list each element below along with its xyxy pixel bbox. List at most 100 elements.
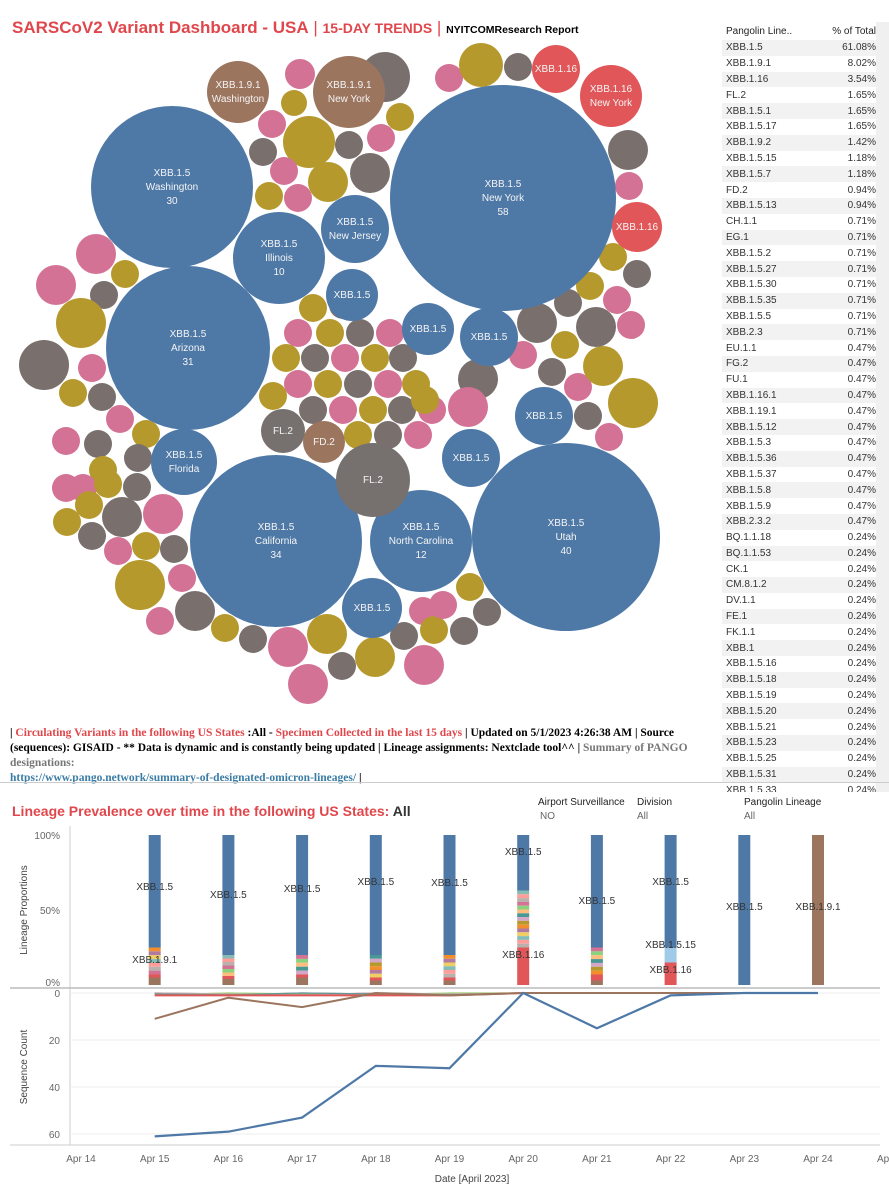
variant-bubble[interactable]: FL.2 — [336, 443, 410, 517]
stacked-bar[interactable] — [517, 835, 530, 985]
variant-bubble[interactable]: XBB.1.5 New Jersey — [321, 195, 389, 263]
table-row[interactable]: XBB.1.9.2 1.42% — [722, 134, 876, 151]
table-scrollbar[interactable] — [876, 22, 889, 792]
variant-bubble[interactable]: XBB.1.9.1 New York — [313, 56, 385, 128]
table-row[interactable]: XBB.1.5 61.08% — [722, 40, 876, 56]
column-header-percent[interactable]: % of Total — [832, 25, 876, 37]
variant-bubble-chart[interactable]: XBB.1.5 New York 58 XBB.1.5 Utah 40 XBB.1.5 Cal… — [0, 36, 710, 716]
table-row[interactable]: XBB.1 0.24% — [722, 640, 876, 657]
variant-bubble[interactable]: XBB.1.5 — [402, 303, 454, 355]
stacked-bar[interactable] — [590, 835, 603, 985]
series-line-xbb-1-5[interactable] — [154, 991, 818, 1138]
filter-lineage-value[interactable]: All — [744, 811, 756, 822]
table-row[interactable]: XBB.1.5.37 0.47% — [722, 467, 876, 483]
table-row[interactable]: XBB.1.5.23 0.24% — [722, 735, 876, 751]
info-text-part: :All - — [244, 727, 276, 739]
table-row[interactable]: BQ.1.1.53 0.24% — [722, 545, 876, 562]
variant-bubble[interactable]: XBB.1.16 — [532, 45, 580, 93]
stacked-bar[interactable] — [738, 835, 751, 985]
table-row[interactable]: XBB.1.5.20 0.24% — [722, 703, 876, 720]
variant-bubble[interactable]: XBB.1.5 California 34 — [190, 455, 362, 627]
variant-bubble[interactable]: XBB.1.16 New York — [580, 65, 642, 127]
table-row[interactable]: FG.2 0.47% — [722, 355, 876, 372]
table-row[interactable]: XBB.1.5.7 1.18% — [722, 166, 876, 183]
variant-bubble[interactable]: XBB.1.5 — [515, 387, 573, 445]
bubble-circle — [190, 455, 362, 627]
filter-airport-value[interactable]: NO — [540, 811, 555, 822]
table-row[interactable]: XBB.1.5.30 0.71% — [722, 277, 876, 293]
lineage-percent: 1.18% — [847, 168, 876, 180]
table-row[interactable]: XBB.1.5.19 0.24% — [722, 688, 876, 704]
table-row[interactable]: FK.1.1 0.24% — [722, 624, 876, 640]
table-row[interactable]: XBB.1.5.35 0.71% — [722, 292, 876, 309]
variant-bubble[interactable]: XBB.1.5 — [460, 308, 518, 366]
stacked-bar[interactable] — [812, 835, 824, 985]
table-row[interactable]: EG.1 0.71% — [722, 229, 876, 246]
table-row[interactable]: EU.1.1 0.47% — [722, 340, 876, 356]
column-header-lineage[interactable]: Pangolin Line.. — [726, 25, 793, 37]
variant-bubble[interactable]: XBB.1.5 — [326, 269, 378, 321]
variant-bubble[interactable]: XBB.1.5 Florida — [151, 429, 217, 495]
table-row[interactable]: XBB.1.5.31 0.24% — [722, 766, 876, 783]
table-row[interactable]: XBB.1.5.18 0.24% — [722, 671, 876, 688]
filter-division-value[interactable]: All — [637, 811, 649, 822]
table-row[interactable]: XBB.1.5.16 0.24% — [722, 656, 876, 672]
stacked-bar[interactable] — [443, 835, 456, 985]
table-row[interactable]: FU.1 0.47% — [722, 372, 876, 388]
variant-bubble[interactable]: FL.2 — [261, 409, 305, 453]
stacked-bar[interactable] — [222, 835, 235, 985]
variant-bubble[interactable]: FD.2 — [303, 421, 345, 463]
table-row[interactable]: XBB.1.5.2 0.71% — [722, 245, 876, 261]
table-row[interactable]: XBB.1.5.3 0.47% — [722, 435, 876, 451]
table-row[interactable]: XBB.1.19.1 0.47% — [722, 403, 876, 419]
table-row[interactable]: XBB.1.5.15 1.18% — [722, 151, 876, 167]
table-row[interactable]: FL.2 1.65% — [722, 87, 876, 103]
table-row[interactable]: XBB.1.5.36 0.47% — [722, 450, 876, 467]
table-row[interactable]: FE.1 0.24% — [722, 608, 876, 625]
variant-bubble[interactable]: XBB.1.5 North Carolina 12 — [370, 490, 472, 592]
table-row[interactable]: BQ.1.1.18 0.24% — [722, 530, 876, 546]
table-row[interactable]: XBB.1.5.1 1.65% — [722, 103, 876, 119]
table-row[interactable]: XBB.2.3 0.71% — [722, 324, 876, 341]
series-line-xbb-1-9-1[interactable] — [154, 991, 818, 1020]
table-row[interactable]: DV.1.1 0.24% — [722, 593, 876, 609]
variant-bubble[interactable]: XBB.1.5 Utah 40 — [472, 443, 660, 631]
table-row[interactable]: XBB.1.5.5 0.71% — [722, 309, 876, 325]
prevalence-charts[interactable]: 100% 50% 0% Lineage Proportions XBB.1.5 XBB.1… — [0, 826, 889, 1196]
variant-bubble[interactable]: XBB.1.5 — [442, 429, 500, 487]
table-row[interactable]: CH.1.1 0.71% — [722, 214, 876, 230]
pango-link[interactable]: https://www.pango.network/summary-of-des… — [10, 772, 357, 784]
variant-bubble[interactable]: XBB.1.5 Arizona 31 — [106, 266, 270, 430]
variant-bubble[interactable]: XBB.1.16 — [612, 202, 662, 252]
variant-bubble[interactable]: XBB.1.5 Illinois 10 — [233, 212, 325, 304]
lineage-percent: 0.71% — [847, 231, 876, 243]
stacked-bar[interactable] — [369, 835, 382, 985]
variant-bubble[interactable]: XBB.1.5 — [342, 578, 402, 638]
lineage-name: XBB.1.5.36 — [726, 453, 777, 465]
table-row[interactable]: XBB.1.5.9 0.47% — [722, 498, 876, 514]
table-row[interactable]: XBB.1.5.21 0.24% — [722, 719, 876, 735]
table-row[interactable]: XBB.1.5.8 0.47% — [722, 482, 876, 499]
table-row[interactable]: FD.2 0.94% — [722, 182, 876, 198]
table-row[interactable]: XBB.1.5.17 1.65% — [722, 119, 876, 135]
table-row[interactable]: XBB.1.5.33 0.24% — [722, 782, 876, 792]
table-row[interactable]: XBB.1.9.1 8.02% — [722, 56, 876, 72]
bar-segment — [222, 955, 235, 959]
lineage-percent: 0.47% — [847, 437, 876, 449]
table-row[interactable]: XBB.1.5.12 0.47% — [722, 419, 876, 435]
table-row[interactable]: XBB.2.3.2 0.47% — [722, 513, 876, 530]
stacked-bar[interactable] — [148, 835, 161, 985]
table-row[interactable]: CK.1 0.24% — [722, 561, 876, 577]
table-row[interactable]: XBB.1.5.13 0.94% — [722, 197, 876, 214]
lineage-table[interactable]: Pangolin Line.. % of Total XBB.1.5 61.08%… — [722, 22, 877, 792]
stacked-bar[interactable] — [296, 835, 309, 985]
table-row[interactable]: XBB.1.16 3.54% — [722, 71, 876, 88]
variant-bubble[interactable]: XBB.1.5 Washington 30 — [91, 106, 253, 268]
variant-bubble[interactable]: XBB.1.5 New York 58 — [390, 85, 616, 311]
stacked-bar[interactable] — [664, 835, 677, 985]
table-row[interactable]: XBB.1.5.27 0.71% — [722, 261, 876, 277]
table-row[interactable]: XBB.1.16.1 0.47% — [722, 387, 876, 404]
table-row[interactable]: XBB.1.5.25 0.24% — [722, 751, 876, 767]
variant-bubble[interactable]: XBB.1.9.1 Washington — [207, 61, 269, 123]
table-row[interactable]: CM.8.1.2 0.24% — [722, 577, 876, 593]
